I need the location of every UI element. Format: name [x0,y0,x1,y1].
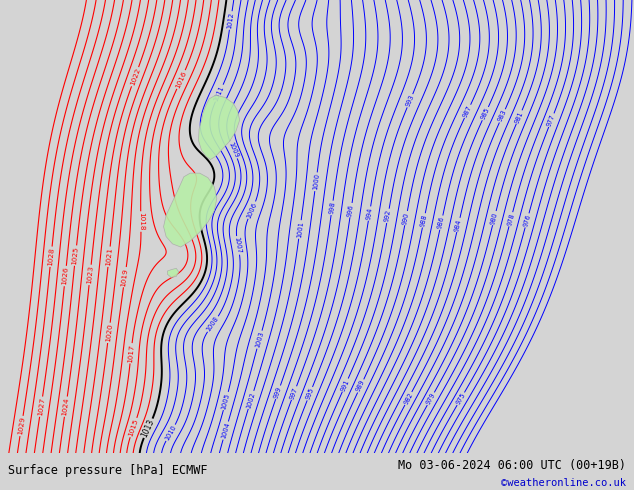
Text: 996: 996 [347,203,355,217]
Text: 1004: 1004 [221,421,231,440]
Text: 1022: 1022 [129,67,141,86]
Text: 1028: 1028 [47,247,55,266]
Text: 988: 988 [420,214,428,227]
Text: 998: 998 [328,201,336,215]
Text: 1027: 1027 [37,397,46,416]
Text: 1000: 1000 [312,173,320,191]
Text: 983: 983 [497,109,508,123]
Text: 995: 995 [305,387,315,401]
Text: 1026: 1026 [61,267,69,286]
Text: 1012: 1012 [226,12,235,29]
Text: 975: 975 [455,392,467,406]
Text: 1002: 1002 [246,391,256,409]
Text: 978: 978 [507,212,515,226]
Text: 1023: 1023 [86,266,94,284]
Text: 981: 981 [514,110,524,124]
Polygon shape [164,173,217,247]
Text: 997: 997 [289,386,299,400]
Text: 1011: 1011 [213,84,226,102]
Text: 989: 989 [355,379,366,393]
Text: 979: 979 [425,392,436,406]
Text: Surface pressure [hPa] ECMWF: Surface pressure [hPa] ECMWF [8,465,207,477]
Text: ©weatheronline.co.uk: ©weatheronline.co.uk [501,478,626,489]
Text: 1018: 1018 [138,212,144,231]
Text: 1003: 1003 [254,331,264,348]
Text: 982: 982 [403,392,414,405]
Text: 1006: 1006 [246,201,258,219]
Text: 1025: 1025 [72,246,79,265]
Text: 992: 992 [384,209,392,222]
Text: 1016: 1016 [174,70,188,89]
Text: 985: 985 [480,107,491,121]
Text: 1013: 1013 [140,417,156,439]
Text: 994: 994 [366,207,373,220]
Text: 993: 993 [405,94,415,108]
Text: 999: 999 [273,386,283,399]
Text: 1019: 1019 [120,268,129,287]
Text: 1020: 1020 [105,323,113,343]
Text: 977: 977 [547,113,557,127]
Text: 980: 980 [490,211,499,225]
Text: 1015: 1015 [127,418,139,437]
Text: 1009: 1009 [228,141,240,159]
Polygon shape [167,269,179,277]
Text: 987: 987 [462,104,473,118]
Text: 990: 990 [402,211,410,225]
Text: Mo 03-06-2024 06:00 UTC (00+19B): Mo 03-06-2024 06:00 UTC (00+19B) [398,459,626,471]
Text: 991: 991 [340,378,351,392]
Text: 1001: 1001 [296,221,304,238]
Text: 986: 986 [437,216,446,229]
Text: 1008: 1008 [205,316,220,333]
Text: 984: 984 [454,218,463,232]
Polygon shape [198,95,240,160]
Text: 1021: 1021 [105,247,113,266]
Text: 1007: 1007 [234,237,242,254]
Text: 1029: 1029 [17,416,26,436]
Text: 976: 976 [522,214,532,227]
Text: 1005: 1005 [221,392,231,410]
Text: 1010: 1010 [164,424,178,441]
Text: 1017: 1017 [127,344,135,363]
Text: 1024: 1024 [61,397,70,416]
